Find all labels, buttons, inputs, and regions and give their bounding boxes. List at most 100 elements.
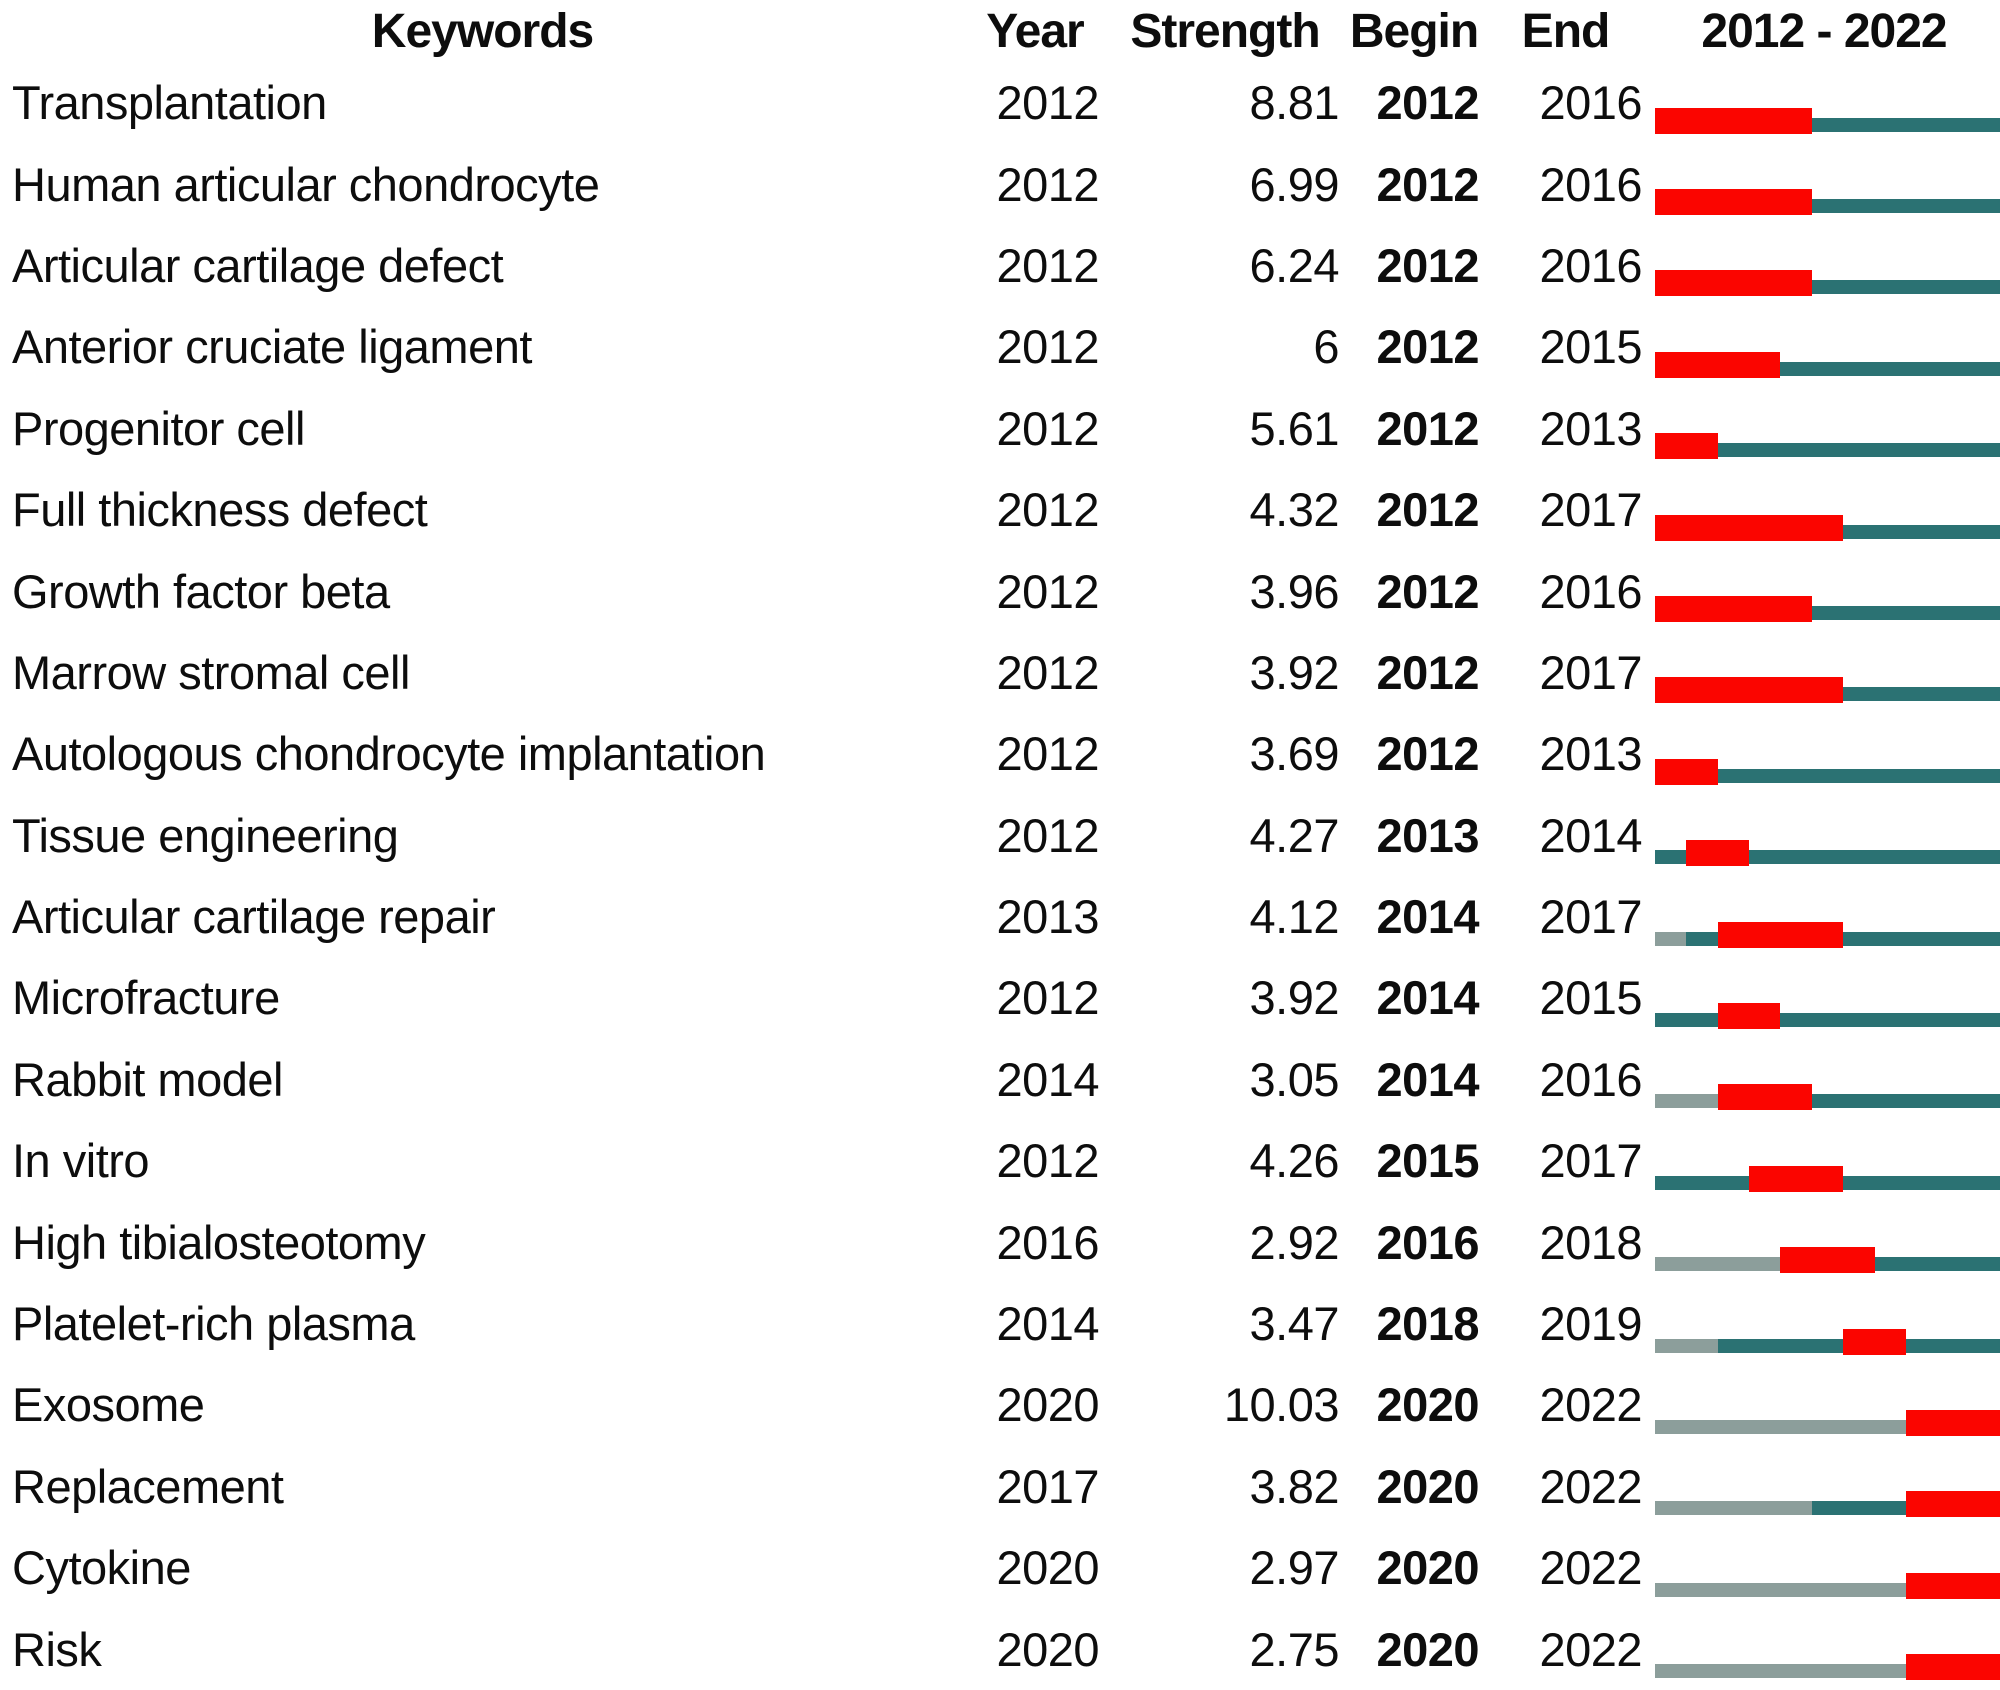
year-cell: 2013: [996, 890, 1099, 944]
strength-cell: 3.05: [1249, 1052, 1340, 1106]
year-cell: 2012: [996, 971, 1099, 1025]
table-row: Microfracture 2012 3.92 2014 2015: [0, 957, 2000, 1038]
timeline-segment-active: [1843, 687, 2000, 702]
timeline-segment-burst: [1655, 514, 1844, 541]
keyword-cell: Transplantation: [12, 76, 327, 130]
begin-cell: 2012: [1376, 645, 1479, 699]
timeline-cell: [1648, 496, 2000, 541]
burst-timeline-bar: [1655, 838, 2000, 867]
burst-timeline-bar: [1655, 757, 2000, 785]
timeline-segment-pre: [1655, 1094, 1718, 1109]
burst-timeline-bar: [1655, 594, 2000, 623]
burst-timeline-bar: [1655, 1082, 2000, 1111]
timeline-segment-active: [1717, 443, 2000, 458]
begin-cell: 2014: [1376, 971, 1479, 1025]
strength-cell: 8.81: [1249, 76, 1340, 130]
burst-timeline-bar: [1655, 1327, 2000, 1355]
table-header: Keywords Year Strength Begin End 2012 - …: [0, 0, 2000, 62]
timeline-cell: [1648, 1554, 2000, 1599]
timeline-cell: [1648, 333, 2000, 378]
strength-cell: 3.92: [1249, 645, 1340, 699]
year-cell: 2012: [996, 76, 1099, 130]
timeline-cell: [1648, 170, 2000, 216]
strength-cell: 4.12: [1249, 890, 1340, 944]
timeline-cell: [1648, 1310, 2000, 1355]
year-cell: 2012: [996, 157, 1099, 211]
year-cell: 2017: [996, 1459, 1099, 1513]
end-cell: 2014: [1539, 808, 1642, 862]
timeline-segment-pre: [1655, 1501, 1812, 1516]
burst-timeline-bar: [1655, 1652, 2000, 1681]
timeline-segment-active: [1655, 850, 1687, 865]
table-row: Tissue engineering 2012 4.27 2013 2014: [0, 795, 2000, 876]
strength-cell: 6.24: [1249, 238, 1340, 292]
timeline-segment-burst: [1717, 921, 1844, 948]
table-row: Platelet-rich plasma 2014 3.47 2018 2019: [0, 1283, 2000, 1364]
strength-cell: 3.92: [1249, 971, 1340, 1025]
table-row: Autologous chondrocyte implantation 2012 3…: [0, 713, 2000, 794]
keyword-cell: Human articular chondrocyte: [12, 157, 600, 211]
begin-cell: 2020: [1376, 1378, 1479, 1432]
year-cell: 2020: [996, 1541, 1099, 1595]
keyword-cell: Growth factor beta: [12, 564, 390, 618]
table-row: Growth factor beta 2012 3.96 2012 2016: [0, 550, 2000, 631]
burst-timeline-bar: [1655, 1489, 2000, 1518]
table-row: High tibialosteotomy 2016 2.92 2016 2018: [0, 1201, 2000, 1282]
end-cell: 2016: [1539, 1052, 1642, 1106]
timeline-cell: [1648, 821, 2000, 867]
strength-cell: 2.75: [1249, 1622, 1340, 1676]
begin-cell: 2016: [1376, 1215, 1479, 1269]
end-cell: 2016: [1539, 157, 1642, 211]
timeline-segment-burst: [1655, 270, 1812, 297]
timeline-segment-burst: [1780, 1247, 1875, 1274]
timeline-cell: [1648, 1635, 2000, 1681]
keyword-cell: Platelet-rich plasma: [12, 1297, 415, 1351]
timeline-segment-burst: [1717, 1002, 1781, 1029]
timeline-segment-pre: [1655, 1419, 1906, 1434]
begin-cell: 2012: [1376, 76, 1479, 130]
timeline-segment-pre: [1655, 1582, 1906, 1597]
timeline-segment-active: [1905, 1338, 2000, 1353]
year-cell: 2012: [996, 238, 1099, 292]
year-cell: 2012: [996, 483, 1099, 537]
keyword-cell: Progenitor cell: [12, 401, 305, 455]
end-cell: 2013: [1539, 401, 1642, 455]
keyword-cell: Full thickness defect: [12, 483, 428, 537]
begin-cell: 2020: [1376, 1459, 1479, 1513]
keyword-cell: Articular cartilage repair: [12, 890, 496, 944]
timeline-segment-active: [1749, 850, 2000, 865]
begin-cell: 2012: [1376, 727, 1479, 781]
timeline-cell: [1648, 658, 2000, 704]
end-cell: 2017: [1539, 890, 1642, 944]
begin-cell: 2012: [1376, 564, 1479, 618]
timeline-segment-burst: [1655, 189, 1812, 216]
table-row: Marrow stromal cell 2012 3.92 2012 2017: [0, 632, 2000, 713]
begin-cell: 2018: [1376, 1297, 1479, 1351]
timeline-segment-burst: [1655, 758, 1718, 785]
strength-cell: 4.32: [1249, 483, 1340, 537]
timeline-segment-burst: [1843, 1328, 1906, 1355]
timeline-segment-active: [1874, 1257, 2000, 1272]
begin-cell: 2012: [1376, 401, 1479, 455]
timeline-segment-burst: [1655, 107, 1812, 134]
timeline-segment-pre: [1655, 1257, 1781, 1272]
strength-cell: 3.69: [1249, 727, 1340, 781]
burst-timeline-bar: [1655, 1408, 2000, 1436]
begin-cell: 2012: [1376, 320, 1479, 374]
begin-cell: 2014: [1376, 890, 1479, 944]
table-row: Progenitor cell 2012 5.61 2012 2013: [0, 388, 2000, 469]
end-cell: 2022: [1539, 1378, 1642, 1432]
strength-cell: 10.03: [1223, 1378, 1340, 1432]
end-cell: 2017: [1539, 645, 1642, 699]
end-cell: 2022: [1539, 1541, 1642, 1595]
keyword-cell: Exosome: [12, 1378, 205, 1432]
burst-timeline-bar: [1655, 1001, 2000, 1029]
end-cell: 2015: [1539, 320, 1642, 374]
column-header-keywords: Keywords: [371, 4, 594, 58]
keyword-cell: Rabbit model: [12, 1052, 283, 1106]
timeline-segment-active: [1843, 1175, 2000, 1190]
begin-cell: 2015: [1376, 1134, 1479, 1188]
year-cell: 2012: [996, 645, 1099, 699]
year-cell: 2012: [996, 1134, 1099, 1188]
begin-cell: 2012: [1376, 483, 1479, 537]
